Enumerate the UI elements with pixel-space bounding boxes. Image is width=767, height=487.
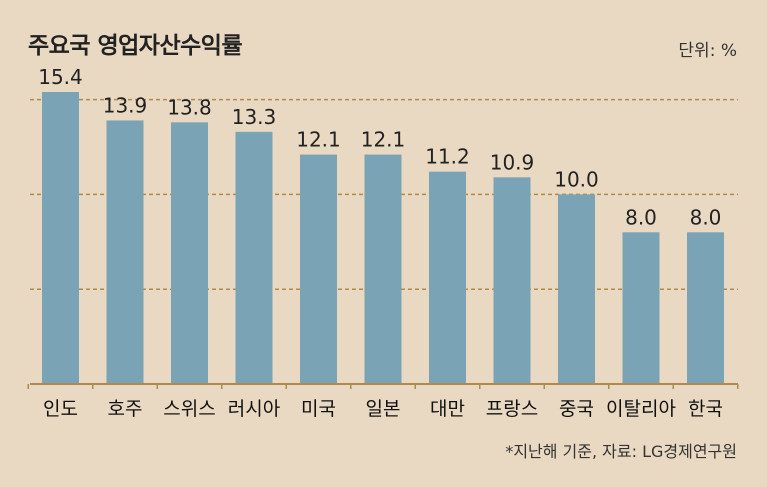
bar-value-label: 15.4 — [38, 65, 83, 89]
category-label: 중국 — [559, 398, 594, 420]
category-label: 미국 — [301, 398, 336, 420]
category-label: 일본 — [366, 398, 401, 420]
bar-1 — [106, 120, 144, 384]
chart-title: 주요국 영업자산수익률 — [28, 33, 243, 59]
bar-value-label: 8.0 — [625, 205, 657, 229]
bar-value-label: 13.3 — [232, 105, 277, 129]
bar-value-label: 10.0 — [554, 167, 599, 191]
bar-6 — [429, 171, 466, 384]
bar-5 — [364, 154, 402, 384]
x-axis — [27, 383, 739, 389]
category-label: 인도 — [43, 398, 78, 420]
bar-10 — [687, 232, 724, 384]
bar-0 — [42, 92, 79, 384]
category-label: 한국 — [688, 398, 723, 420]
category-label: 호주 — [108, 398, 143, 420]
bar-4 — [300, 154, 337, 384]
category-label: 이탈리아 — [606, 398, 676, 420]
bar-value-label: 10.9 — [490, 150, 535, 174]
bar-value-label: 12.1 — [361, 128, 406, 152]
bar-3 — [235, 131, 273, 384]
bar-value-label: 8.0 — [690, 205, 722, 229]
bar-8 — [558, 194, 595, 384]
category-label: 대만 — [430, 398, 465, 420]
source-note: *지난해 기준, 자료: LG경제연구원 — [505, 442, 737, 461]
bar-value-label: 13.9 — [103, 93, 148, 117]
labels: 15.4 인도 13.9 호주 13.8 스위스 13.3 러시아 12.1 미국 12.1 일본 11… — [38, 65, 723, 420]
bar-value-label: 13.8 — [167, 95, 212, 119]
bar-2 — [171, 122, 208, 385]
bar-value-label: 11.2 — [425, 145, 470, 169]
category-label: 스위스 — [163, 398, 215, 420]
unit-label: 단위: % — [678, 41, 737, 61]
bars — [42, 92, 724, 385]
category-label: 프랑스 — [486, 398, 538, 420]
bar-7 — [493, 177, 531, 384]
bar-value-label: 12.1 — [296, 128, 341, 152]
category-label: 러시아 — [228, 398, 280, 420]
bar-9 — [622, 232, 660, 384]
